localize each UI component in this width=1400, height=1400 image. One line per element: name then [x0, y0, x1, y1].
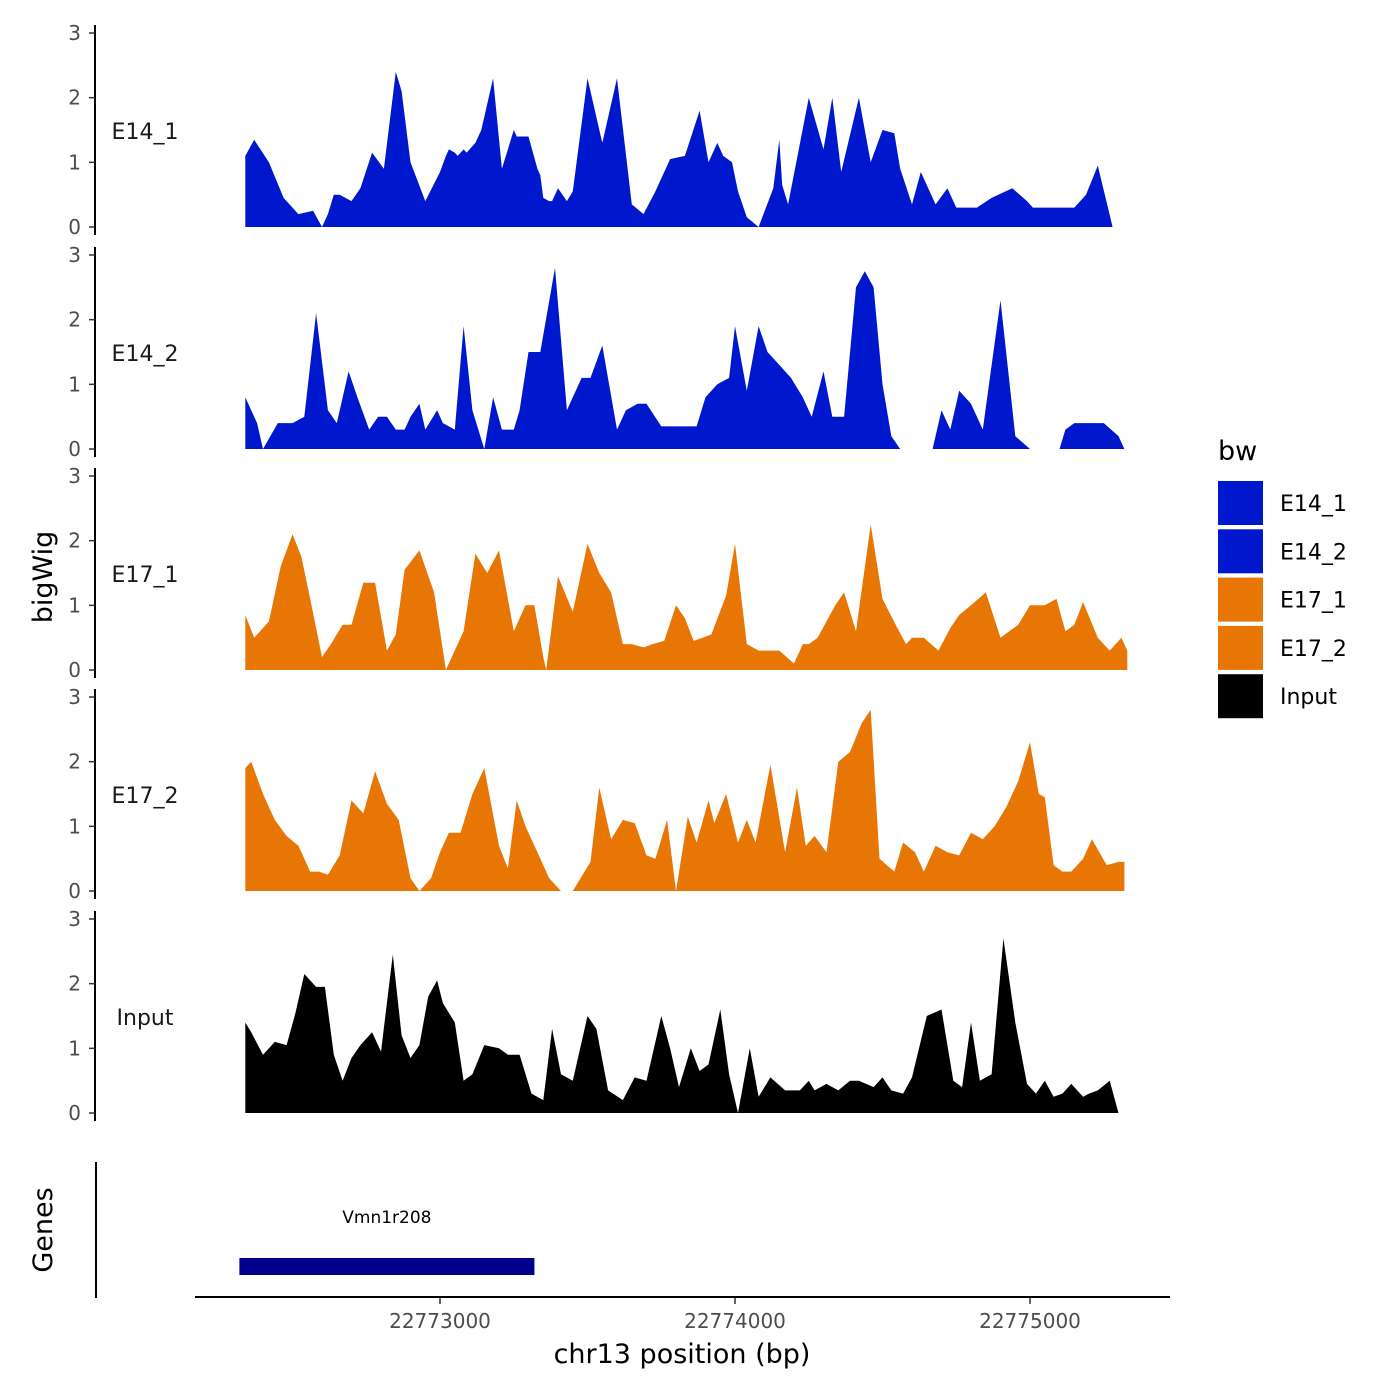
y-tick-label: 3: [68, 464, 81, 488]
legend: bw E14_1 E14_2 E17_1 E17_2 Input: [1218, 436, 1347, 719]
legend-label: Input: [1280, 685, 1337, 710]
legend-swatch: [1218, 529, 1263, 574]
gene-body: [239, 1258, 535, 1275]
x-axis-title: chr13 position (bp): [554, 1339, 811, 1370]
legend-item-e17_1: E17_1: [1218, 577, 1347, 622]
track-label: E17_1: [112, 563, 179, 588]
coverage-area-e17_1: [245, 524, 1128, 670]
legend-swatch: [1218, 674, 1263, 719]
track-panel-input: 0 1 2 3 Input: [68, 907, 1119, 1125]
legend-item-e14_2: E14_2: [1218, 529, 1347, 574]
coverage-area-e14_1: [245, 71, 1128, 227]
y-tick-label: 2: [68, 750, 81, 774]
legend-item-e17_2: E17_2: [1218, 625, 1347, 670]
track-panel-e14_1: 0 1 2 3 E14_1: [68, 21, 1128, 239]
x-tick-label: 22774000: [684, 1309, 786, 1333]
y-tick-label: 2: [68, 86, 81, 110]
genes-panel: Genes Vmn1r208: [28, 1162, 535, 1298]
legend-label: E14_1: [1280, 492, 1347, 517]
x-tick-label: 22773000: [389, 1309, 491, 1333]
legend-item-e14_1: E14_1: [1218, 481, 1347, 525]
y-tick-label: 0: [68, 879, 81, 903]
track-panel-e17_1: 0 1 2 3 E17_1: [68, 464, 1128, 682]
track-label: Input: [117, 1006, 174, 1031]
track-panel-e17_2: 0 1 2 3 E17_2: [68, 685, 1125, 903]
y-tick-label: 1: [68, 372, 81, 396]
coverage-area-e14_2: [245, 267, 1125, 449]
y-tick-label: 1: [68, 1036, 81, 1060]
y-tick-label: 3: [68, 907, 81, 931]
x-tick-label: 22775000: [979, 1309, 1081, 1333]
y-tick-label: 1: [68, 814, 81, 838]
legend-title: bw: [1218, 436, 1257, 467]
y-tick-label: 2: [68, 308, 81, 332]
y-tick-label: 2: [68, 972, 81, 996]
y-tick-label: 1: [68, 593, 81, 617]
y-tick-label: 0: [68, 658, 81, 682]
legend-swatch: [1218, 481, 1263, 525]
coverage-tracks: 0 1 2 3 E14_1 0 1 2 3 E14_2 0 1 2 3 E17_1 0 1 2 3 E17_2 0 1 2 3…: [68, 21, 1128, 1125]
track-panel-e14_2: 0 1 2 3 E14_2: [68, 243, 1125, 461]
track-label: E14_2: [112, 342, 179, 367]
y-tick-label: 3: [68, 685, 81, 709]
gene-label: Vmn1r208: [342, 1208, 431, 1228]
y-tick-label: 3: [68, 243, 81, 267]
legend-label: E17_1: [1280, 589, 1347, 614]
track-label: E17_2: [112, 784, 179, 809]
y-tick-label: 3: [68, 21, 81, 45]
coverage-area-input: [245, 938, 1119, 1113]
legend-swatch: [1218, 577, 1263, 622]
y-tick-label: 0: [68, 1101, 81, 1125]
y-tick-label: 1: [68, 150, 81, 174]
legend-item-input: Input: [1218, 674, 1337, 719]
coverage-area-e17_2: [245, 709, 1125, 891]
y-tick-label: 0: [68, 215, 81, 239]
y-axis-title: bigWig: [28, 531, 59, 624]
genes-panel-title: Genes: [28, 1187, 59, 1272]
y-tick-label: 0: [68, 437, 81, 461]
legend-label: E17_2: [1280, 637, 1347, 662]
y-tick-label: 2: [68, 529, 81, 553]
legend-label: E14_2: [1280, 540, 1347, 565]
track-label: E14_1: [112, 120, 179, 145]
legend-swatch: [1218, 625, 1263, 670]
x-axis: 22773000 22774000 22775000: [195, 1296, 1170, 1333]
